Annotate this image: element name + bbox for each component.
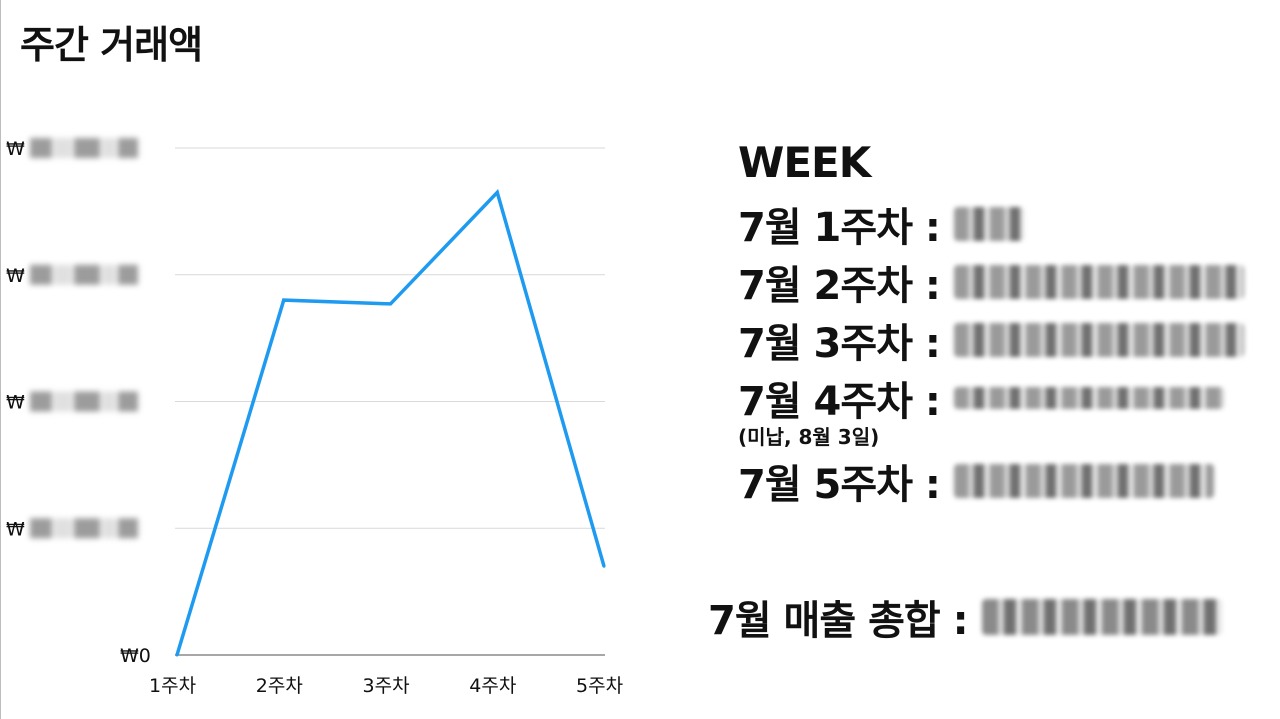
y-tick-label: ₩ xyxy=(6,138,25,160)
week-5-value-redacted xyxy=(953,464,1214,498)
data-point xyxy=(389,302,392,306)
data-point xyxy=(495,190,499,194)
week-4-note: (미납, 8월 3일) xyxy=(738,425,880,449)
y-tick-label: ₩ xyxy=(6,392,25,414)
x-tick-label: 3주차 xyxy=(363,675,410,697)
week-2-row: 7월 2주차 : xyxy=(738,253,1244,311)
week-2-label: 7월 2주차 : xyxy=(738,263,941,309)
series-line xyxy=(175,188,606,656)
y-tick-redacted xyxy=(30,138,138,158)
x-tick-label: 2주차 xyxy=(256,675,303,697)
y-tick-label: ₩ xyxy=(6,518,25,540)
data-point xyxy=(282,298,286,302)
y-tick-label: ₩ xyxy=(6,265,25,287)
week-4-label: 7월 4주차 : xyxy=(738,379,941,425)
week-3-value-redacted xyxy=(953,323,1244,357)
week-3-label: 7월 3주차 : xyxy=(738,321,941,367)
x-tick-label: 5주차 xyxy=(576,675,623,697)
data-point xyxy=(602,564,606,568)
y-tick-redacted xyxy=(30,391,138,412)
week-1-label: 7월 1주차 : xyxy=(738,205,941,251)
left-border xyxy=(0,0,1,719)
x-tick-label: 4주차 xyxy=(469,675,516,697)
week-5-row: 7월 5주차 : xyxy=(738,452,1244,510)
weekly-summary: WEEK 7월 1주차 : 7월 2주차 : 7월 3주차 : 7월 4주차 :… xyxy=(738,138,1244,510)
week-1-value-redacted xyxy=(953,207,1024,241)
week-4-row: 7월 4주차 : xyxy=(738,369,1244,427)
total-value-redacted xyxy=(981,599,1222,635)
week-1-row: 7월 1주차 : xyxy=(738,195,1244,253)
x-tick-label: 1주차 xyxy=(149,675,196,697)
week-5-label: 7월 5주차 : xyxy=(738,462,941,508)
weekly-line-chart: ₩0 ₩ ₩ ₩ ₩1주차 2주차 3주차 4주차 5주차 xyxy=(6,138,623,697)
week-4-value-redacted xyxy=(953,387,1224,409)
data-point xyxy=(175,653,179,657)
y-tick-label: ₩0 xyxy=(120,645,151,667)
y-tick-redacted xyxy=(30,264,138,285)
week-3-row: 7월 3주차 : xyxy=(738,311,1244,369)
total-label: 7월 매출 총합 : xyxy=(708,598,969,644)
summary-heading: WEEK xyxy=(738,138,871,187)
page-title: 주간 거래액 xyxy=(20,23,203,67)
y-tick-redacted xyxy=(30,518,138,539)
monthly-total: 7월 매출 총합 : xyxy=(708,588,1222,646)
week-2-value-redacted xyxy=(953,265,1244,299)
